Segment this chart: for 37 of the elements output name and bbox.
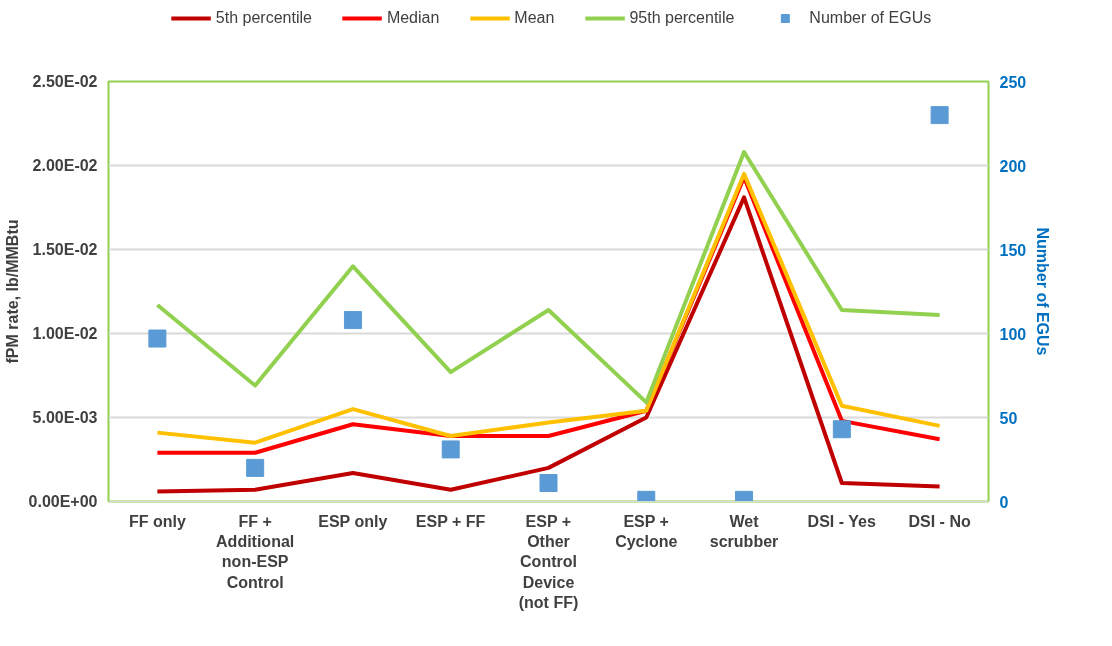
line-series (155, 150, 942, 405)
point (930, 106, 949, 125)
y-axis-title: fPM rate, lb/MMBtu (3, 219, 21, 364)
x-tick-label: ESP only (318, 512, 388, 530)
y-tick-label: 5.00E-03 (32, 409, 98, 426)
point (246, 458, 265, 477)
x-tick-label: DSI - Yes (807, 512, 876, 530)
y-tick-label: 2.00E-02 (32, 157, 98, 174)
legend-label: 95th percentile (629, 9, 735, 27)
x-tick-label: ESP + FF (415, 512, 486, 530)
line-series (155, 195, 942, 494)
legend-label: Mean (514, 9, 555, 27)
y-tick-label: 0.00E+00 (28, 493, 98, 510)
x-tick-label: ESP + Cyclone (615, 512, 678, 550)
y2-tick-label: 0 (999, 493, 1009, 511)
point (539, 474, 558, 493)
legend-label: Number of EGUs (809, 9, 932, 27)
x-tick-label: FF + Additional non-ESP Control (216, 512, 295, 591)
point (441, 440, 460, 459)
y2-tick-label: 250 (999, 73, 1027, 91)
y2-tick-label: 150 (999, 241, 1027, 259)
point (343, 311, 362, 330)
legend-label: 5th percentile (215, 9, 312, 27)
y2-axis-title: Number of EGUs (1034, 227, 1052, 356)
point (832, 420, 851, 439)
y2-tick-label: 200 (999, 157, 1027, 175)
legend-label: Median (386, 9, 440, 27)
x-tick-label: Wet scrubber (709, 512, 779, 550)
y2-tick-label: 100 (999, 325, 1027, 343)
x-tick-label: DSI - No (908, 512, 971, 530)
y-tick-label: 1.00E-02 (32, 325, 98, 342)
y-tick-label: 2.50E-02 (32, 73, 98, 90)
x-tick-label: FF only (128, 512, 186, 530)
y-tick-label: 1.50E-02 (32, 241, 98, 258)
x-tick-label: ESP + Other Control Device (not FF) (518, 512, 579, 612)
y2-tick-label: 50 (999, 409, 1018, 427)
point (148, 329, 167, 348)
